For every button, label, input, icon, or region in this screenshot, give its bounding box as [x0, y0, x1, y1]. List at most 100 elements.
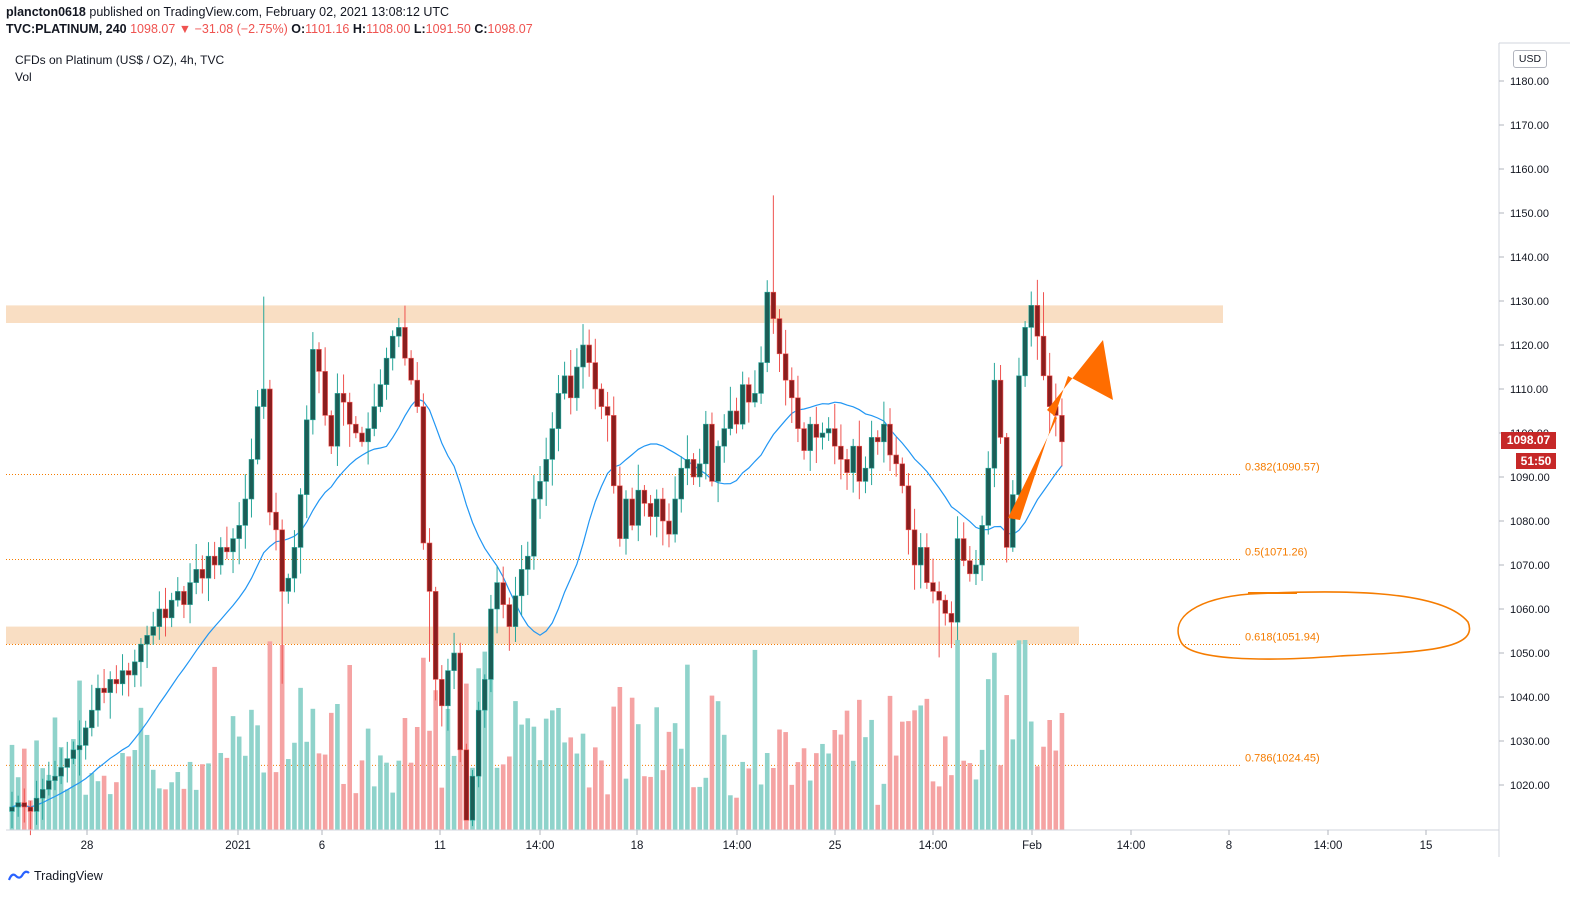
x-tick-label: 14:00: [1314, 840, 1343, 852]
volume-bar: [691, 787, 696, 830]
tradingview-logo[interactable]: TradingView: [8, 869, 103, 883]
candle: [954, 516, 961, 641]
volume-bar: [857, 699, 862, 830]
volume-bar: [900, 721, 905, 830]
volume-bar: [279, 644, 285, 830]
publish-text: published on TradingView.com, February 0…: [85, 5, 450, 19]
candle-body: [1003, 437, 1010, 548]
candle-body: [709, 423, 715, 482]
candle: [911, 508, 918, 590]
candle-body: [346, 401, 353, 425]
volume-bar: [654, 707, 659, 830]
candle: [807, 416, 813, 471]
candle: [187, 563, 193, 624]
candle: [543, 437, 549, 506]
volume-bar: [101, 775, 107, 830]
candle-body: [248, 459, 255, 500]
volume-bar: [341, 783, 346, 830]
candle: [89, 684, 95, 737]
volume-bar: [1022, 640, 1028, 830]
brand-label: TradingView: [34, 869, 103, 883]
x-tick-label: 28: [81, 840, 94, 852]
x-tick-label: 14:00: [723, 840, 752, 852]
candle: [402, 305, 408, 366]
volume-bar: [298, 687, 303, 830]
candle: [414, 362, 420, 413]
candle: [285, 573, 291, 604]
candle: [475, 701, 482, 788]
candle-body: [739, 384, 746, 425]
fib-layer: 0.382(1090.57) 0.5(1071.26) 0.618(1051.94)…: [6, 461, 1320, 766]
candle-body: [862, 467, 869, 482]
x-tick-label: 18: [631, 840, 644, 852]
y-tick-label: 1150.00: [1510, 208, 1549, 220]
candle: [776, 309, 783, 373]
candle: [469, 769, 476, 827]
candle-body: [991, 379, 998, 469]
ohlc-line: TVC:PLATINUM, 240 1098.07 ▼ −31.08 (−2.7…: [6, 22, 533, 36]
candle: [322, 347, 328, 426]
volume-bar: [286, 759, 291, 830]
volume-bar: [193, 789, 199, 830]
volume-bar: [881, 783, 887, 830]
volume-bar: [507, 756, 512, 830]
candle-body: [70, 749, 77, 759]
volume-bar: [519, 724, 524, 830]
volume-bar: [71, 739, 76, 830]
volume-bar: [120, 752, 125, 830]
volume-bar: [697, 786, 702, 830]
candle: [162, 587, 169, 637]
candle: [346, 392, 353, 447]
candle: [334, 373, 341, 466]
candle: [997, 364, 1004, 444]
candle: [39, 778, 46, 820]
candle: [819, 422, 826, 450]
last-price-tag: 1098.07: [1501, 432, 1556, 449]
candle: [181, 585, 187, 619]
volume-bar: [316, 753, 322, 830]
author-name[interactable]: plancton0618: [6, 5, 86, 19]
candle: [801, 422, 807, 460]
volume-bar: [335, 704, 340, 830]
candle-body: [561, 375, 568, 394]
candle-body: [144, 635, 150, 645]
volume-bar: [887, 695, 893, 830]
candle: [193, 543, 199, 595]
candle: [21, 788, 27, 823]
candle: [598, 383, 605, 420]
candle-body: [389, 335, 396, 359]
y-tick-label: 1080.00: [1510, 516, 1550, 528]
volume-bar: [537, 760, 543, 830]
volume-bar: [390, 792, 395, 830]
y-tick-label: 1060.00: [1510, 604, 1550, 616]
volume-bar: [1016, 640, 1022, 830]
candle: [838, 424, 844, 480]
close-value: 1098.07: [487, 22, 533, 36]
volume-bar: [433, 690, 438, 830]
candle: [353, 416, 359, 439]
candle: [574, 348, 580, 411]
volume-bar: [949, 775, 954, 830]
candle-body: [611, 415, 617, 487]
candle-body: [930, 582, 936, 592]
volume-bar: [820, 743, 825, 830]
chart-legend-title: CFDs on Platinum (US$ / OZ), 4h, TVC: [15, 53, 225, 67]
candle-body: [592, 362, 599, 390]
volume-bar: [200, 764, 205, 830]
candle: [586, 329, 592, 377]
currency-button[interactable]: USD: [1513, 50, 1547, 68]
candle: [420, 393, 427, 550]
volume-bar: [169, 782, 174, 830]
candle-body: [150, 626, 156, 636]
volume-bar: [623, 778, 629, 830]
volume-bar: [746, 768, 752, 830]
candle-body: [549, 428, 556, 460]
volume-bar: [482, 651, 488, 830]
volume-bar: [556, 707, 561, 830]
candle-body: [881, 423, 887, 443]
candle: [647, 494, 654, 536]
y-tick-label: 1090.00: [1510, 472, 1550, 484]
volume-bar: [611, 706, 617, 830]
candle: [389, 330, 396, 371]
